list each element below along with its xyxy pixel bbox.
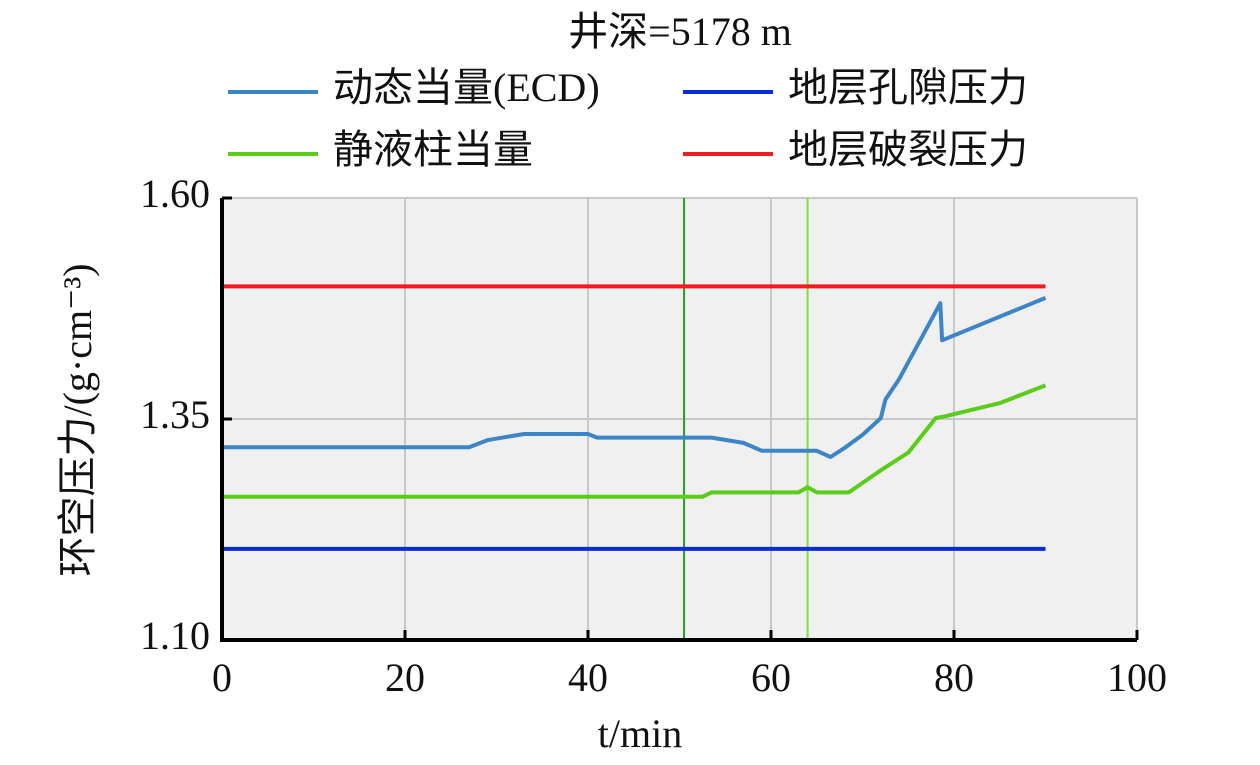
x-axis-label: t/min: [598, 711, 682, 756]
series-line: [222, 296, 1047, 459]
x-tick-label: 60: [751, 655, 791, 700]
x-tick-label: 40: [568, 655, 608, 700]
legend-label: 动态当量(ECD): [333, 65, 600, 110]
y-tick-label: 1.60: [140, 171, 210, 216]
legend-label: 地层破裂压力: [788, 127, 1028, 172]
chart-title: 井深=5178 m: [568, 9, 792, 54]
y-axis-label: 环空压力/(g·cm⁻³): [55, 263, 100, 576]
y-tick-label: 1.35: [140, 392, 210, 437]
y-tick-label: 1.10: [140, 613, 210, 658]
x-tick-label: 0: [212, 655, 232, 700]
axis-line: [220, 198, 1137, 642]
series-line: [222, 383, 1047, 499]
legend-label: 静液柱当量: [333, 127, 533, 172]
x-tick-label: 20: [385, 655, 425, 700]
x-tick-label: 80: [934, 655, 974, 700]
x-tick-label: 100: [1107, 655, 1167, 700]
legend-label: 地层孔隙压力: [788, 65, 1028, 110]
